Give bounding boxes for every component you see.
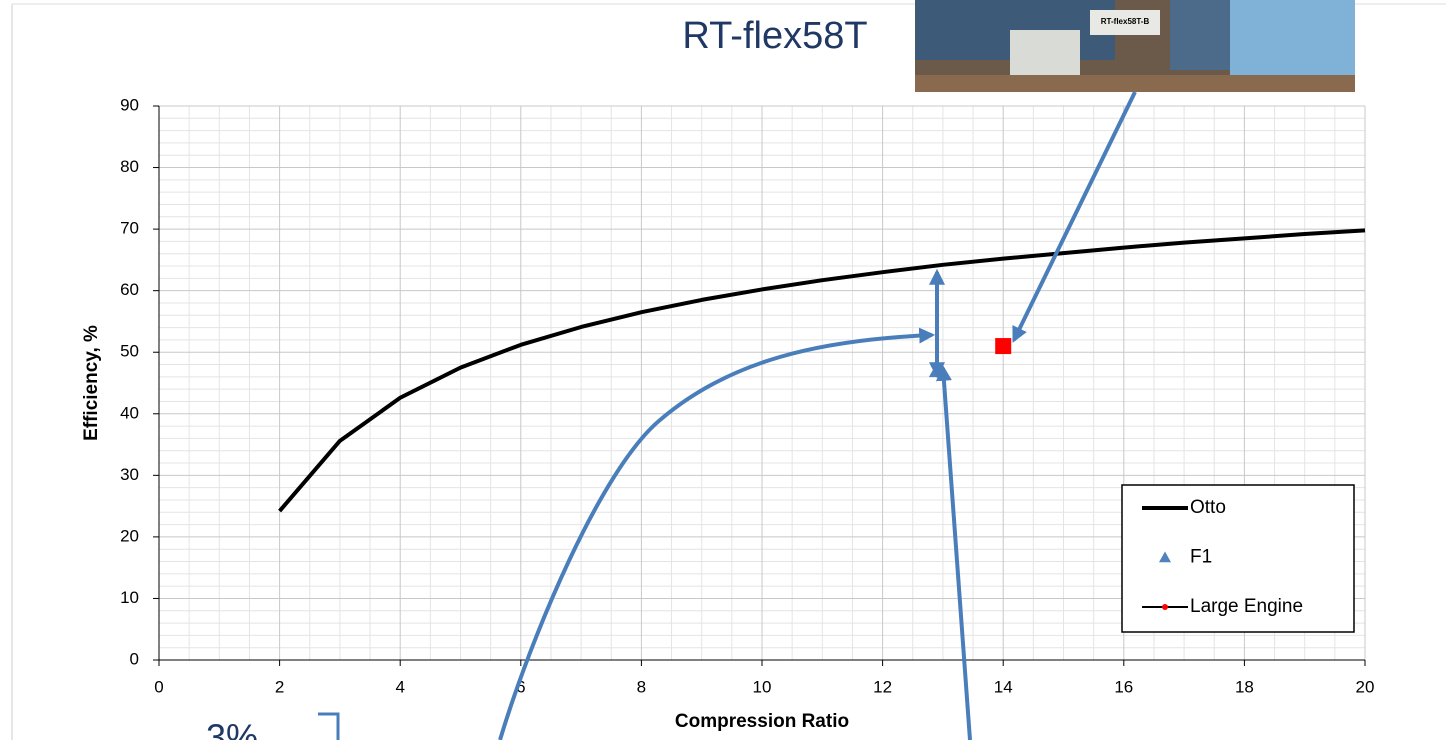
x-tick-label: 0 xyxy=(154,677,163,696)
engine-photo: RT-flex58T-B xyxy=(915,0,1355,92)
y-tick-label: 50 xyxy=(120,342,139,361)
gap-annotation: 3% xyxy=(206,717,258,740)
legend-label: Otto xyxy=(1190,497,1226,518)
x-tick-label: 10 xyxy=(753,677,772,696)
x-tick-label: 4 xyxy=(395,677,404,696)
x-tick-label: 2 xyxy=(275,677,284,696)
y-tick-label: 40 xyxy=(120,403,139,422)
marker xyxy=(995,338,1011,354)
legend-label: F1 xyxy=(1190,547,1212,568)
legend: Otto F1 Large Engine xyxy=(1122,485,1354,632)
y-tick-label: 0 xyxy=(130,649,139,668)
y-tick-label: 10 xyxy=(120,588,139,607)
x-tick-label: 20 xyxy=(1356,677,1375,696)
y-tick-label: 90 xyxy=(120,95,139,114)
x-tick-label: 16 xyxy=(1114,677,1133,696)
y-tick-label: 20 xyxy=(120,526,139,545)
y-tick-label: 30 xyxy=(120,465,139,484)
x-axis-title: Compression Ratio xyxy=(675,711,849,732)
marker xyxy=(1162,604,1168,610)
x-tick-label: 8 xyxy=(637,677,646,696)
x-tick-label: 14 xyxy=(994,677,1013,696)
y-tick-label: 80 xyxy=(120,157,139,176)
y-tick-label: 60 xyxy=(120,280,139,299)
slide: 024681012141618200102030405060708090 Com… xyxy=(0,0,1446,740)
y-tick-label: 70 xyxy=(120,219,139,238)
legend-label: Large Engine xyxy=(1190,596,1303,617)
photo-label: RT-flex58T-B xyxy=(1101,17,1150,26)
y-axis-title: Efficiency, % xyxy=(81,325,102,441)
engine-caption: RT-flex58T xyxy=(682,15,867,57)
x-tick-label: 18 xyxy=(1235,677,1254,696)
x-tick-label: 12 xyxy=(873,677,892,696)
